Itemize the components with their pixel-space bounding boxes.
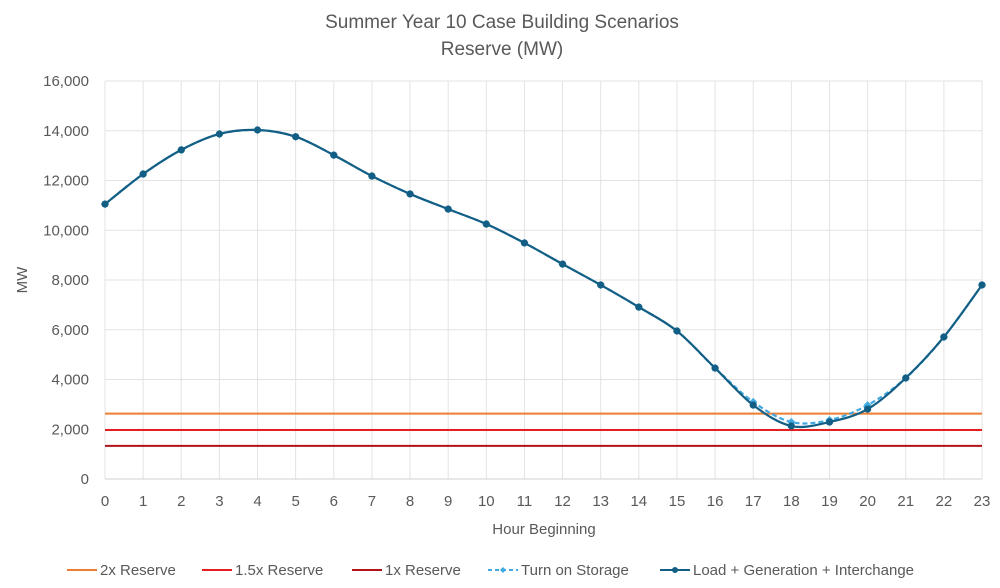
x-tick-label: 22 — [936, 493, 953, 510]
data-point — [940, 333, 948, 341]
chart-subtitle: Reserve (MW) — [441, 39, 563, 60]
legend-label: 2x Reserve — [100, 562, 176, 579]
y-tick-label: 4,000 — [51, 372, 89, 389]
gridlines — [104, 80, 983, 480]
legend-item-1x-reserve: 1x Reserve — [352, 562, 461, 579]
x-tick-label: 13 — [592, 493, 609, 510]
data-point — [635, 303, 643, 311]
data-point — [406, 190, 414, 198]
data-point — [902, 374, 910, 382]
y-axis-label: MW — [14, 266, 31, 293]
data-point — [177, 146, 185, 154]
legend-item-load-generation-interchange: Load + Generation + Interchange — [660, 562, 914, 579]
x-tick-label: 10 — [478, 493, 495, 510]
series-line — [104, 128, 983, 429]
y-tick-label: 16,000 — [43, 73, 89, 90]
x-tick-label: 23 — [974, 493, 991, 510]
x-tick-label: 6 — [330, 493, 338, 510]
data-point — [673, 327, 681, 335]
data-point — [444, 205, 452, 213]
x-tick-label: 3 — [215, 493, 223, 510]
legend-label: Turn on Storage — [521, 562, 629, 579]
y-tick-label: 10,000 — [43, 222, 89, 239]
x-tick-label: 9 — [444, 493, 452, 510]
data-point — [787, 422, 795, 430]
legend-label: Load + Generation + Interchange — [693, 562, 914, 579]
data-point — [101, 200, 109, 208]
data-point — [482, 220, 490, 228]
data-point — [711, 364, 719, 372]
x-tick-label: 16 — [707, 493, 724, 510]
chart-title: Summer Year 10 Case Building Scenarios — [325, 12, 679, 33]
x-tick-label: 12 — [554, 493, 571, 510]
y-tick-label: 12,000 — [43, 173, 89, 190]
series-turn-on-storage — [101, 126, 986, 427]
x-tick-label: 14 — [630, 493, 647, 510]
series-group — [101, 126, 986, 447]
data-point — [864, 405, 872, 413]
y-tick-label: 2,000 — [51, 421, 89, 438]
data-point — [558, 260, 567, 268]
legend-item-turn-on-storage: Turn on Storage — [488, 562, 629, 579]
legend-label: 1x Reserve — [385, 562, 461, 579]
x-tick-label: 0 — [101, 493, 109, 510]
data-point — [749, 401, 757, 409]
y-tick-label: 6,000 — [51, 322, 89, 339]
x-tick-label: 15 — [669, 493, 686, 510]
x-tick-label: 1 — [139, 493, 147, 510]
x-tick-label: 4 — [253, 493, 261, 510]
x-tick-label: 21 — [897, 493, 914, 510]
x-tick-label: 17 — [745, 493, 762, 510]
series-load-generation-interchange — [101, 126, 986, 430]
legend-label: 1.5x Reserve — [235, 562, 323, 579]
x-tick-label: 11 — [517, 493, 533, 510]
y-tick-label: 0 — [81, 471, 89, 488]
x-axis: 0 1 2 3 4 5 6 7 8 9 10 11 12 13 14 15 16 17 18 19 20 21 22 23 — [101, 493, 991, 510]
data-point — [292, 133, 300, 141]
x-tick-label: 2 — [177, 493, 185, 510]
legend-marker — [500, 567, 506, 573]
data-point — [520, 239, 529, 247]
y-tick-label: 8,000 — [51, 272, 89, 289]
data-point — [978, 281, 986, 289]
legend-item-1-5x-reserve: 1.5x Reserve — [202, 562, 323, 579]
legend-marker — [672, 567, 678, 573]
data-point — [825, 418, 834, 426]
data-point — [597, 281, 605, 289]
y-tick-label: 14,000 — [43, 123, 89, 140]
y-axis: 0 2,000 4,000 6,000 8,000 10,000 12,000 14,000 1… — [43, 73, 89, 488]
x-tick-label: 8 — [406, 493, 414, 510]
legend-item-2x-reserve: 2x Reserve — [67, 562, 176, 579]
x-tick-label: 19 — [821, 493, 838, 510]
legend: 2x Reserve 1.5x Reserve 1x Reserve Turn on … — [67, 562, 914, 579]
data-point — [253, 126, 262, 134]
x-tick-label: 20 — [859, 493, 876, 510]
data-point — [330, 151, 338, 159]
data-point — [139, 170, 147, 178]
data-point — [215, 130, 223, 138]
x-tick-label: 18 — [783, 493, 800, 510]
x-tick-label: 5 — [291, 493, 299, 510]
data-point — [368, 172, 376, 180]
x-axis-label: Hour Beginning — [492, 521, 595, 538]
x-tick-label: 7 — [368, 493, 376, 510]
